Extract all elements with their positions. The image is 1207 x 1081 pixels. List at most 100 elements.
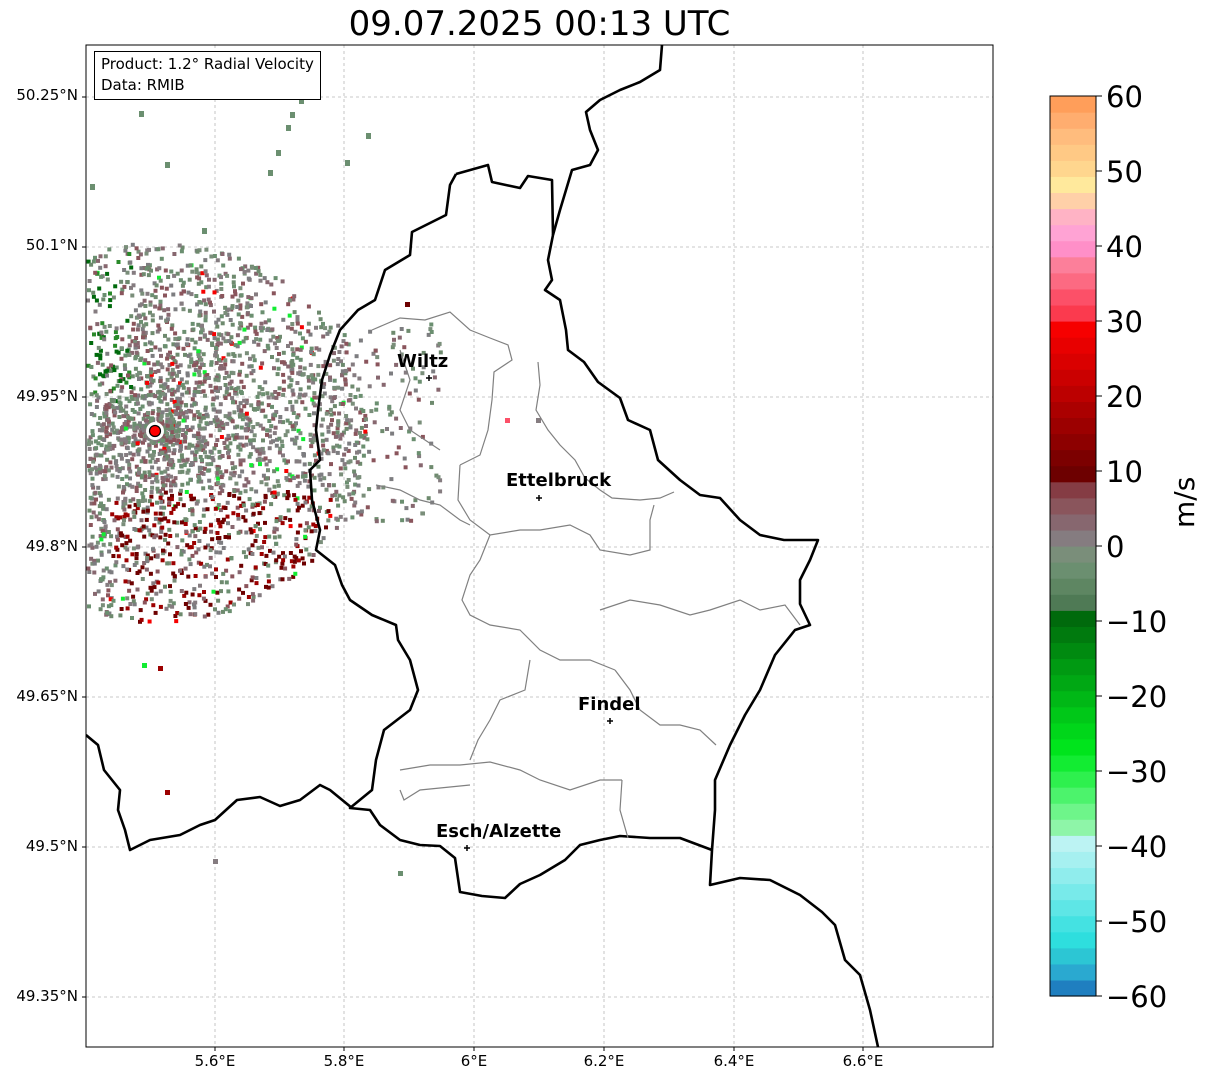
radar-echo-pixel — [171, 409, 176, 414]
radar-echo-pixel — [272, 484, 277, 489]
radar-echo-pixel — [147, 446, 152, 451]
radar-echo-pixel — [233, 465, 238, 470]
radar-echo-pixel — [142, 534, 147, 539]
radar-echo-pixel — [286, 302, 291, 307]
radar-echo-pixel — [197, 520, 202, 524]
radar-echo-pixel — [281, 392, 286, 397]
radar-echo-pixel — [99, 552, 104, 557]
radar-echo-pixel — [247, 497, 252, 502]
radar-echo-pixel — [107, 402, 112, 406]
radar-echo-pixel — [344, 414, 349, 418]
radar-echo-pixel — [230, 574, 235, 579]
radar-echo-pixel — [150, 416, 155, 421]
radar-echo-pixel — [180, 538, 185, 543]
radar-echo-pixel — [324, 411, 329, 416]
radar-echo-pixel — [148, 310, 152, 315]
radar-echo-pixel — [87, 543, 92, 548]
radar-echo-pixel — [331, 483, 336, 488]
radar-echo-pixel — [231, 466, 235, 471]
radar-echo-pixel — [389, 410, 394, 415]
radar-echo-pixel — [394, 451, 399, 456]
radar-echo-pixel — [190, 450, 195, 455]
radar-echo-pixel — [198, 583, 202, 588]
radar-echo-pixel — [253, 524, 258, 529]
radar-echo-pixel — [89, 262, 94, 267]
radar-echo-pixel — [191, 327, 196, 332]
radar-echo-pixel — [98, 265, 103, 270]
radar-echo-pixel — [139, 376, 144, 381]
radar-echo-pixel — [243, 264, 248, 269]
radar-echo-pixel — [129, 395, 134, 399]
radar-echo-pixel — [88, 402, 93, 407]
radar-echo-pixel — [156, 466, 161, 471]
radar-echo-pixel — [235, 305, 240, 309]
radar-echo-pixel — [381, 485, 386, 490]
radar-echo-pixel — [400, 378, 405, 383]
radar-echo-pixel — [149, 341, 154, 346]
radar-echo-pixel — [197, 373, 202, 378]
radar-echo-pixel — [140, 394, 145, 399]
radar-echo-pixel — [203, 450, 207, 455]
radar-echo-pixel — [231, 352, 236, 357]
radar-echo-pixel — [320, 482, 325, 487]
radar-echo-pixel — [173, 483, 178, 488]
radar-echo-pixel — [207, 277, 211, 282]
radar-echo-pixel — [168, 411, 173, 416]
radar-echo-pixel — [119, 325, 124, 330]
radar-echo-pixel — [293, 329, 298, 334]
radar-echo-pixel — [290, 424, 295, 429]
radar-echo-pixel — [138, 608, 143, 613]
radar-echo-pixel — [246, 480, 251, 485]
radar-echo-pixel — [175, 611, 180, 615]
radar-echo-pixel — [265, 432, 269, 437]
product-label: Product: 1.2° Radial Velocity — [101, 55, 314, 73]
radar-echo-pixel — [289, 326, 294, 331]
radar-echo-pixel — [215, 417, 220, 422]
radar-echo-pixel — [233, 391, 238, 396]
radar-echo-pixel — [160, 480, 165, 485]
colorbar — [1049, 95, 1102, 997]
radar-echo-pixel — [159, 505, 164, 510]
radar-echo-pixel — [167, 603, 172, 608]
radar-echo-pixel — [91, 485, 96, 490]
radar-echo-pixel — [157, 517, 162, 522]
radar-echo-pixel — [91, 294, 96, 299]
radar-echo-pixel — [249, 403, 254, 408]
radar-echo-pixel — [318, 540, 323, 545]
radar-echo-pixel — [217, 409, 222, 414]
radar-echo-pixel — [213, 350, 218, 355]
radar-echo-pixel — [238, 458, 243, 463]
radar-echo-pixel — [295, 501, 300, 506]
radar-echo-pixel — [134, 350, 139, 355]
colorbar-segment — [1050, 722, 1096, 740]
radar-echo-pixel — [201, 448, 206, 452]
radar-echo-pixel — [160, 410, 165, 415]
radar-echo-pixel — [231, 400, 235, 405]
radar-echo-pixel — [166, 275, 171, 279]
radar-echo-pixel — [343, 371, 348, 376]
radar-echo-pixel — [99, 577, 104, 582]
radar-echo-pixel — [105, 610, 110, 615]
radar-echo-pixel — [237, 326, 242, 331]
radar-echo-pixel — [294, 542, 299, 547]
radar-echo-pixel — [169, 269, 174, 274]
radar-echo-pixel — [192, 496, 196, 501]
radar-echo-pixel — [404, 506, 409, 511]
radar-echo-pixel — [203, 376, 208, 381]
radar-echo-pixel — [157, 389, 162, 394]
radar-echo-pixel — [218, 550, 223, 555]
country-border — [86, 734, 353, 852]
radar-echo-pixel — [278, 415, 283, 419]
radar-echo-pixel — [359, 509, 364, 514]
radar-echo-pixel — [244, 398, 249, 403]
radar-echo-pixel — [133, 366, 138, 371]
radar-echo-pixel — [115, 467, 120, 472]
radar-echo-pixel — [334, 489, 339, 494]
radar-echo-pixel — [346, 342, 351, 347]
radar-echo-pixel — [300, 336, 305, 341]
radar-echo-pixel — [145, 384, 150, 389]
radar-echo-pixel — [400, 499, 404, 504]
radar-echo-pixel — [180, 469, 185, 474]
colorbar-segment — [1050, 192, 1096, 210]
radar-echo-pixel — [231, 371, 236, 376]
